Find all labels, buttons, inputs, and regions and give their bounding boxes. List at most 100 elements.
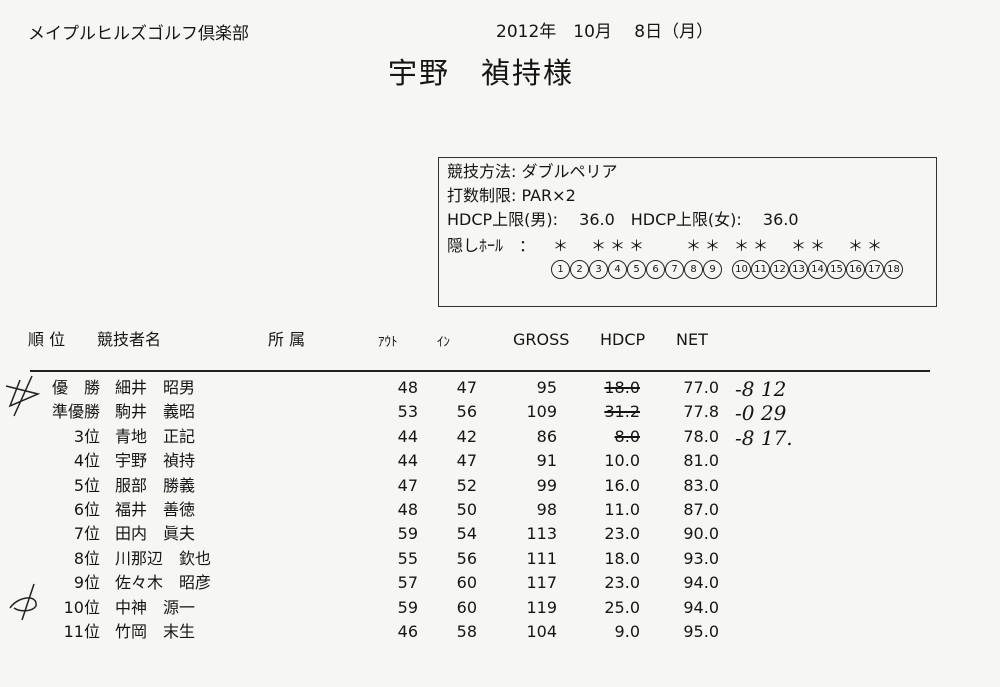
player-name: 佐々木 昭彦: [115, 573, 212, 593]
hidden-hole-asterisk: ＊: [590, 237, 606, 255]
player-name: 田内 眞夫: [115, 524, 196, 544]
rank: 5位: [73, 475, 100, 495]
table-row: 8位 川那辺 欽也 55 56 111 18.0 93.0: [0, 549, 1000, 573]
in-score: 56: [456, 402, 477, 422]
out-score: 59: [397, 524, 418, 544]
hole-17: ＊ 17: [865, 237, 884, 279]
event-date: 2012年 10月 8日（月）: [496, 22, 714, 42]
hole-number: 5: [627, 260, 646, 279]
net-score: 87.0: [683, 500, 719, 519]
player-name: 青地 正記: [115, 426, 196, 446]
hole-number: 10: [732, 260, 751, 279]
in-score: 50: [456, 500, 477, 519]
hole-8: ＊ 8: [684, 237, 703, 279]
hdcp-value: 25.0: [604, 597, 640, 617]
player-name: 川那辺 欽也: [115, 548, 212, 568]
hidden-hole-asterisk: ＊: [704, 237, 720, 255]
hidden-hole-asterisk: ＊: [847, 237, 863, 255]
hole-number: 17: [865, 260, 884, 279]
header-rank: 順 位: [28, 330, 66, 349]
out-score: 44: [397, 451, 418, 471]
player-name: 中神 源一: [115, 597, 196, 617]
header-out: ｱｳﾄ: [378, 335, 398, 350]
hole-15: 15: [827, 260, 846, 279]
competition-info-box: 競技方法: ダブルペリア 打数制限: PAR×2 HDCP上限(男): 36.0…: [438, 157, 937, 307]
hole-number: 1: [551, 260, 570, 279]
hole-11: ＊ 11: [751, 237, 770, 279]
table-row: 3位 青地 正記 44 42 86 8.0 78.0 -8 17.: [0, 427, 1000, 451]
hdcp-value: 23.0: [604, 524, 640, 544]
table-row: 優 勝細井 昭男 48 47 95 18.0 77.0 -8 12: [0, 378, 1000, 402]
table-row: 4位 宇野 禎持 44 47 91 10.0 81.0: [0, 451, 1000, 475]
hole-number: 11: [751, 260, 770, 279]
hole-number: 16: [846, 260, 865, 279]
hole-5: ＊ 5: [627, 237, 646, 279]
rank: 3位: [73, 426, 100, 446]
player-name: 駒井 義昭: [115, 402, 196, 422]
out-score: 48: [397, 500, 418, 519]
in-score: 58: [456, 622, 477, 641]
hidden-hole-asterisk: ＊: [790, 237, 806, 255]
out-score: 55: [397, 548, 418, 568]
header-gross: GROSS: [513, 330, 570, 349]
rank: 準優勝: [51, 402, 100, 422]
handwritten-check-mark: [9, 583, 37, 621]
hidden-holes-label: 隠しﾎｰﾙ ：: [447, 236, 536, 255]
table-row: 5位 服部 勝義 47 52 99 16.0 83.0: [0, 476, 1000, 500]
stroke-limit: 打数制限: PAR×2: [447, 186, 576, 205]
net-score: 78.0: [683, 426, 719, 446]
header-in: ｲﾝ: [437, 335, 450, 350]
net-score: 81.0: [683, 451, 719, 471]
handwritten-note: -8 12: [735, 377, 787, 401]
hdcp-limit: HDCP上限(男): 36.0 HDCP上限(女): 36.0: [447, 210, 799, 229]
rank: 6位: [73, 500, 100, 519]
in-score: 47: [456, 378, 477, 397]
hidden-hole-asterisk: ＊: [609, 237, 625, 255]
hole-number: 12: [770, 260, 789, 279]
hole-18: 18: [884, 260, 903, 279]
hole-number: 4: [608, 260, 627, 279]
out-score: 48: [397, 378, 418, 397]
hdcp-value: 10.0: [604, 451, 640, 471]
gross-score: 86: [536, 426, 557, 446]
in-score: 56: [456, 548, 477, 568]
out-score: 47: [397, 475, 418, 495]
header-name: 競技者名: [97, 330, 162, 349]
player-name: 服部 勝義: [115, 475, 196, 495]
hole-14: ＊ 14: [808, 237, 827, 279]
hole-3: ＊ 3: [589, 237, 608, 279]
player-name: 福井 善徳: [115, 500, 196, 519]
hole-number: 9: [703, 260, 722, 279]
in-score: 54: [456, 524, 477, 544]
hdcp-value: 16.0: [604, 475, 640, 495]
in-score: 52: [456, 475, 477, 495]
hidden-holes: ＊ 1 2 ＊ 3 ＊ 4 ＊ 5 6 7 ＊ 8 ＊ 9 ＊ 10 ＊ 11 12 ＊ 13 ＊ 14 15 ＊ 16 ＊ 17 18: [551, 237, 903, 279]
gross-score: 104: [526, 622, 557, 641]
hole-number: 3: [589, 260, 608, 279]
hole-7: 7: [665, 260, 684, 279]
hole-12: 12: [770, 260, 789, 279]
header-hdcp: HDCP: [600, 330, 646, 349]
rank: 優 勝: [51, 378, 100, 397]
net-score: 94.0: [683, 597, 719, 617]
hole-number: 8: [684, 260, 703, 279]
hole-13: ＊ 13: [789, 237, 808, 279]
hole-number: 13: [789, 260, 808, 279]
hole-9: ＊ 9: [703, 237, 722, 279]
hdcp-value: 8.0: [614, 426, 640, 446]
gross-score: 109: [526, 402, 557, 422]
header-affiliation: 所 属: [268, 330, 306, 349]
net-score: 90.0: [683, 524, 719, 544]
hole-10: ＊ 10: [732, 237, 751, 279]
hole-16: ＊ 16: [846, 237, 865, 279]
out-score: 57: [397, 573, 418, 593]
hole-2: 2: [570, 260, 589, 279]
hole-4: ＊ 4: [608, 237, 627, 279]
table-row: 9位 佐々木 昭彦 57 60 117 23.0 94.0: [0, 573, 1000, 597]
gross-score: 95: [536, 378, 557, 397]
player-name: 竹岡 末生: [115, 622, 196, 641]
net-score: 77.8: [683, 402, 719, 422]
competition-method: 競技方法: ダブルペリア: [447, 162, 618, 181]
rank: 4位: [73, 451, 100, 471]
hole-1: ＊ 1: [551, 237, 570, 279]
